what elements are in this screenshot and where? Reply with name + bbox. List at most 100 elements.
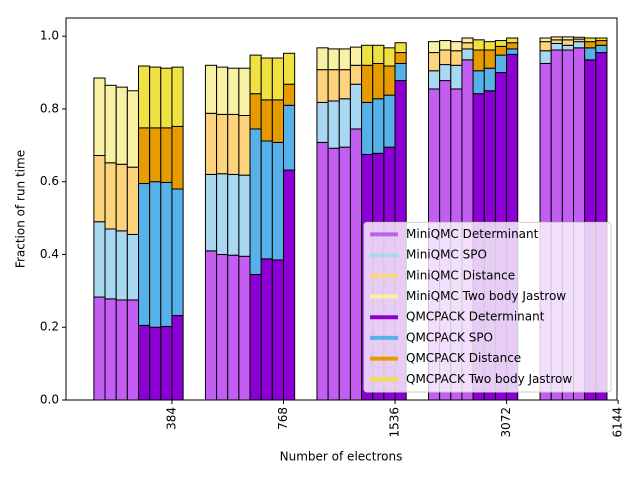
bar-segment — [461, 37, 474, 44]
bar-segment — [595, 44, 608, 54]
bar-segment — [260, 99, 273, 142]
bar-segment — [361, 44, 374, 66]
bar-segment — [204, 173, 218, 252]
bar-segment — [461, 42, 474, 50]
legend-label: QMCPACK Distance — [406, 351, 521, 365]
bar-segment — [539, 50, 552, 64]
bar-segment — [283, 169, 296, 401]
bar-segment — [260, 258, 273, 401]
bar-segment — [483, 41, 496, 51]
x-tick-label: 1536 — [388, 407, 402, 438]
bar-segment — [149, 326, 162, 401]
bar-segment — [316, 69, 329, 103]
bar-segment — [472, 39, 485, 51]
bar-segment — [349, 64, 363, 85]
bar-segment — [361, 101, 374, 155]
bar-segment — [394, 62, 407, 82]
y-tick-label: 0.4 — [40, 247, 59, 261]
bar-segment — [349, 83, 363, 130]
bar-segment — [104, 228, 117, 300]
bar-segment — [338, 48, 351, 71]
bar-segment — [394, 52, 407, 64]
bar-segment — [383, 94, 396, 148]
y-tick-label: 0.2 — [40, 320, 59, 334]
bar-segment — [227, 254, 240, 401]
bar-segment — [461, 48, 474, 61]
bar-segment — [271, 141, 285, 261]
bar-segment — [439, 64, 452, 82]
legend-label: QMCPACK Determinant — [406, 310, 545, 324]
bar-segment — [171, 315, 184, 401]
bar-segment — [249, 273, 262, 401]
bar-segment — [260, 57, 273, 101]
bar-segment — [238, 67, 251, 117]
bar-segment — [584, 37, 597, 43]
bar-segment — [260, 140, 273, 260]
bar-segment — [450, 64, 463, 90]
bar-segment — [316, 141, 329, 401]
bar-segment — [338, 69, 351, 100]
bar-segment — [494, 54, 508, 74]
bar-segment — [93, 221, 106, 298]
bar-segment — [472, 49, 485, 72]
bar-segment — [149, 66, 162, 129]
bar-segment — [160, 127, 173, 183]
bar-segment — [238, 115, 251, 176]
bar-segment — [227, 173, 240, 256]
bar-segment — [383, 65, 396, 96]
bar-segment — [126, 166, 139, 235]
bar-segment — [539, 41, 552, 52]
bar-segment — [204, 64, 218, 114]
bar-segment — [595, 40, 608, 46]
bar-segment — [561, 39, 574, 46]
bar-segment — [171, 66, 184, 127]
bar-segment — [561, 36, 574, 41]
bar-segment — [104, 84, 117, 164]
bar-segment — [372, 98, 385, 154]
bar-segment — [483, 49, 496, 69]
legend-label: QMCPACK SPO — [406, 330, 493, 344]
y-tick-label: 0.6 — [40, 174, 59, 188]
bar-segment — [227, 67, 240, 115]
bar-segment — [115, 163, 128, 232]
bar-segment — [126, 90, 139, 168]
bar-segment — [550, 42, 563, 51]
bar-segment — [584, 47, 597, 61]
bar-segment — [149, 127, 162, 183]
bar-segment — [93, 296, 106, 401]
bar-segment — [550, 39, 563, 44]
bar-segment — [115, 299, 128, 401]
bar-segment — [439, 49, 452, 66]
bar-segment — [216, 66, 229, 115]
bar-segment — [171, 125, 184, 190]
bar-segment — [283, 104, 296, 171]
y-tick-label: 0.0 — [40, 393, 59, 407]
x-tick-label: 3072 — [499, 407, 513, 438]
x-tick-label: 768 — [276, 407, 290, 430]
bar-segment — [126, 299, 139, 401]
bar-segment — [171, 188, 184, 317]
bar-segment — [506, 42, 519, 50]
bar-segment — [539, 37, 552, 43]
bar-segment — [394, 42, 407, 54]
bar-segment — [93, 155, 106, 223]
y-tick-label: 1.0 — [40, 29, 59, 43]
bar-segment — [428, 70, 441, 90]
bar-segment — [573, 36, 586, 40]
bar-segment — [361, 64, 374, 103]
bar-segment — [483, 67, 496, 92]
bar-segment — [383, 47, 396, 67]
bar-segment — [372, 44, 385, 64]
bar-segment — [428, 52, 441, 72]
bar-segment — [271, 259, 285, 401]
bar-segment — [349, 46, 363, 66]
bar-segment — [216, 173, 229, 255]
bar-segment — [216, 253, 229, 401]
bar-segment — [439, 40, 452, 51]
bar-segment — [327, 147, 340, 401]
bar-segment — [126, 233, 139, 301]
bar-segment — [327, 69, 340, 102]
bar-segment — [494, 45, 508, 56]
